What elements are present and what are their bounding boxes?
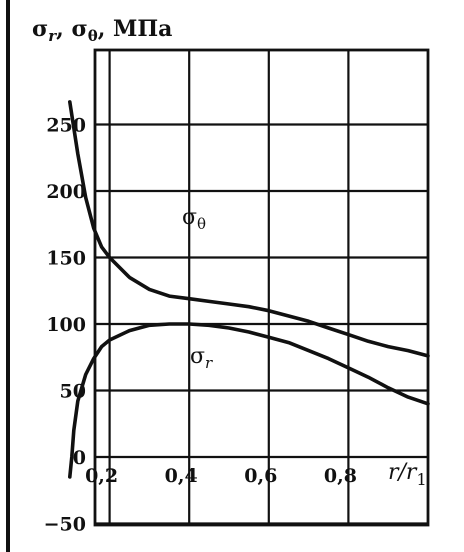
series-line-sigma-theta <box>68 100 430 358</box>
theta-label-sub: θ <box>197 215 206 233</box>
x-tick-label-1: 0,4 <box>165 465 198 487</box>
y-tick-label-5: 200 <box>46 181 86 203</box>
y-tick-label-0: −50 <box>44 514 86 536</box>
y-tick-label-6: 250 <box>46 115 86 137</box>
y-label-sub-r: r <box>48 27 57 45</box>
plot-border <box>93 48 430 527</box>
series-line-sigma-r <box>68 322 430 479</box>
r-label-sigma: σ <box>190 344 205 369</box>
r-label-sub: r <box>205 354 213 372</box>
theta-label-sigma: σ <box>182 205 197 230</box>
x-tick-label-3: 0,8 <box>324 465 357 487</box>
y-label-sub-theta: θ <box>88 27 98 45</box>
series-label-sigma-r: σr <box>190 344 213 372</box>
x-tick-label-0: 0,2 <box>85 465 118 487</box>
x-label-sub-1: 1 <box>416 470 426 489</box>
y-tick-label-1: 0 <box>73 447 86 469</box>
plot-frame <box>6 0 430 552</box>
y-axis-label: σr, σθ, МПа <box>32 16 172 45</box>
curves <box>68 100 430 479</box>
series-label-sigma-theta: σθ <box>182 205 206 233</box>
y-label-unit: , МПа <box>98 16 173 42</box>
y-label-comma-1: , <box>56 16 71 42</box>
y-tick-label-4: 150 <box>46 248 86 270</box>
y-label-sigma-theta: σ <box>71 16 87 42</box>
tick-labels: −50 0 50 100 150 200 250 0,2 0,4 0,6 0,8 <box>44 115 357 536</box>
grid <box>95 50 428 525</box>
y-tick-label-2: 50 <box>60 381 86 403</box>
x-tick-label-2: 0,6 <box>244 465 277 487</box>
x-label-ratio: r/r <box>388 460 418 485</box>
y-tick-label-3: 100 <box>46 314 86 336</box>
y-label-sigma-r: σ <box>32 16 48 42</box>
x-axis-label: r/r1 <box>388 460 427 489</box>
